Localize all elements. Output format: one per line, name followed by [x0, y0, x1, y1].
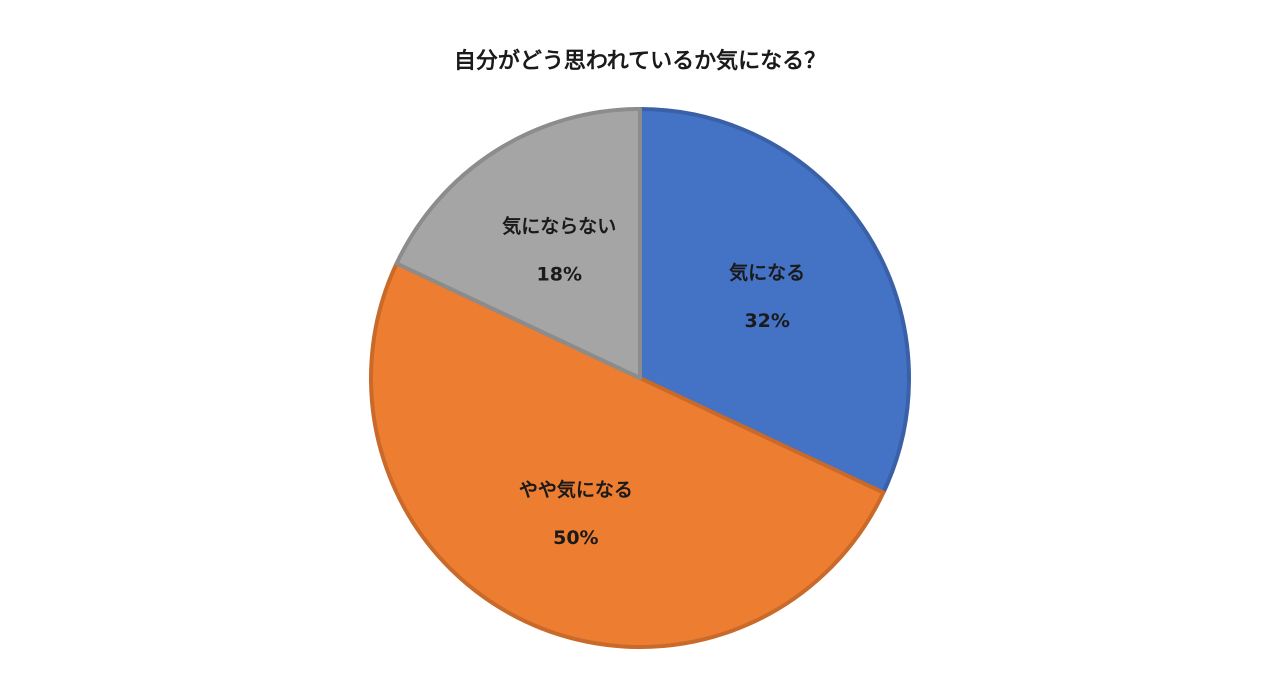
value-label: 32%: [744, 310, 789, 332]
value-label: 18%: [537, 263, 582, 285]
value-label: 50%: [553, 527, 598, 549]
pie-slice: [638, 107, 911, 495]
pie-slice: [369, 261, 886, 649]
slice-label: やや気になる: [519, 478, 633, 501]
pie-slice: [394, 107, 642, 380]
slice-label: 気になる: [729, 261, 805, 284]
slice-label: 気にならない: [502, 214, 616, 237]
chart-title: 自分がどう思われているか気になる？: [454, 48, 826, 74]
